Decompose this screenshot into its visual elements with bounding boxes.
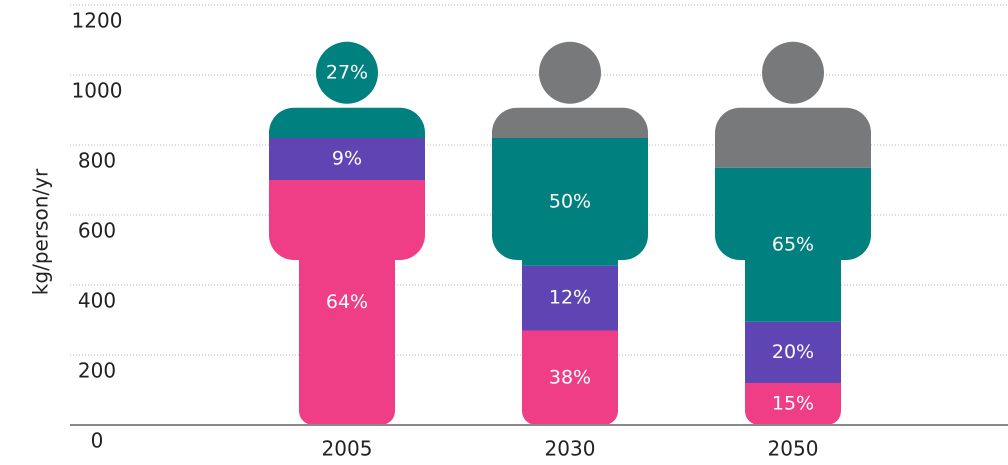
y-tick-label: 1000 bbox=[72, 79, 123, 103]
segment-label: 38% bbox=[549, 366, 591, 388]
segment-label: 64% bbox=[326, 291, 368, 313]
segment bbox=[715, 41, 871, 168]
y-tick-label: 600 bbox=[78, 219, 116, 243]
segment bbox=[267, 0, 427, 42]
segment-label: 20% bbox=[772, 341, 814, 363]
y-tick-label: 0 bbox=[91, 429, 104, 453]
y-tick-label: 1200 bbox=[72, 9, 123, 33]
x-tick-label: 2005 bbox=[322, 437, 373, 461]
segment-label: 9% bbox=[332, 148, 362, 170]
segment-label: 50% bbox=[549, 190, 591, 212]
y-tick-label: 400 bbox=[78, 289, 116, 313]
x-tick-label: 2050 bbox=[768, 437, 819, 461]
segment bbox=[492, 41, 648, 138]
segment-label: 12% bbox=[549, 287, 591, 309]
y-axis-label: kg/person/yr bbox=[29, 168, 53, 295]
segment bbox=[492, 138, 648, 266]
segment-label: 27% bbox=[326, 61, 368, 83]
segment-label: 65% bbox=[772, 233, 814, 255]
y-tick-label: 800 bbox=[78, 149, 116, 173]
segment bbox=[269, 138, 425, 180]
segment-label: 15% bbox=[772, 393, 814, 415]
y-tick-label: 200 bbox=[78, 359, 116, 383]
x-tick-label: 2030 bbox=[545, 437, 596, 461]
